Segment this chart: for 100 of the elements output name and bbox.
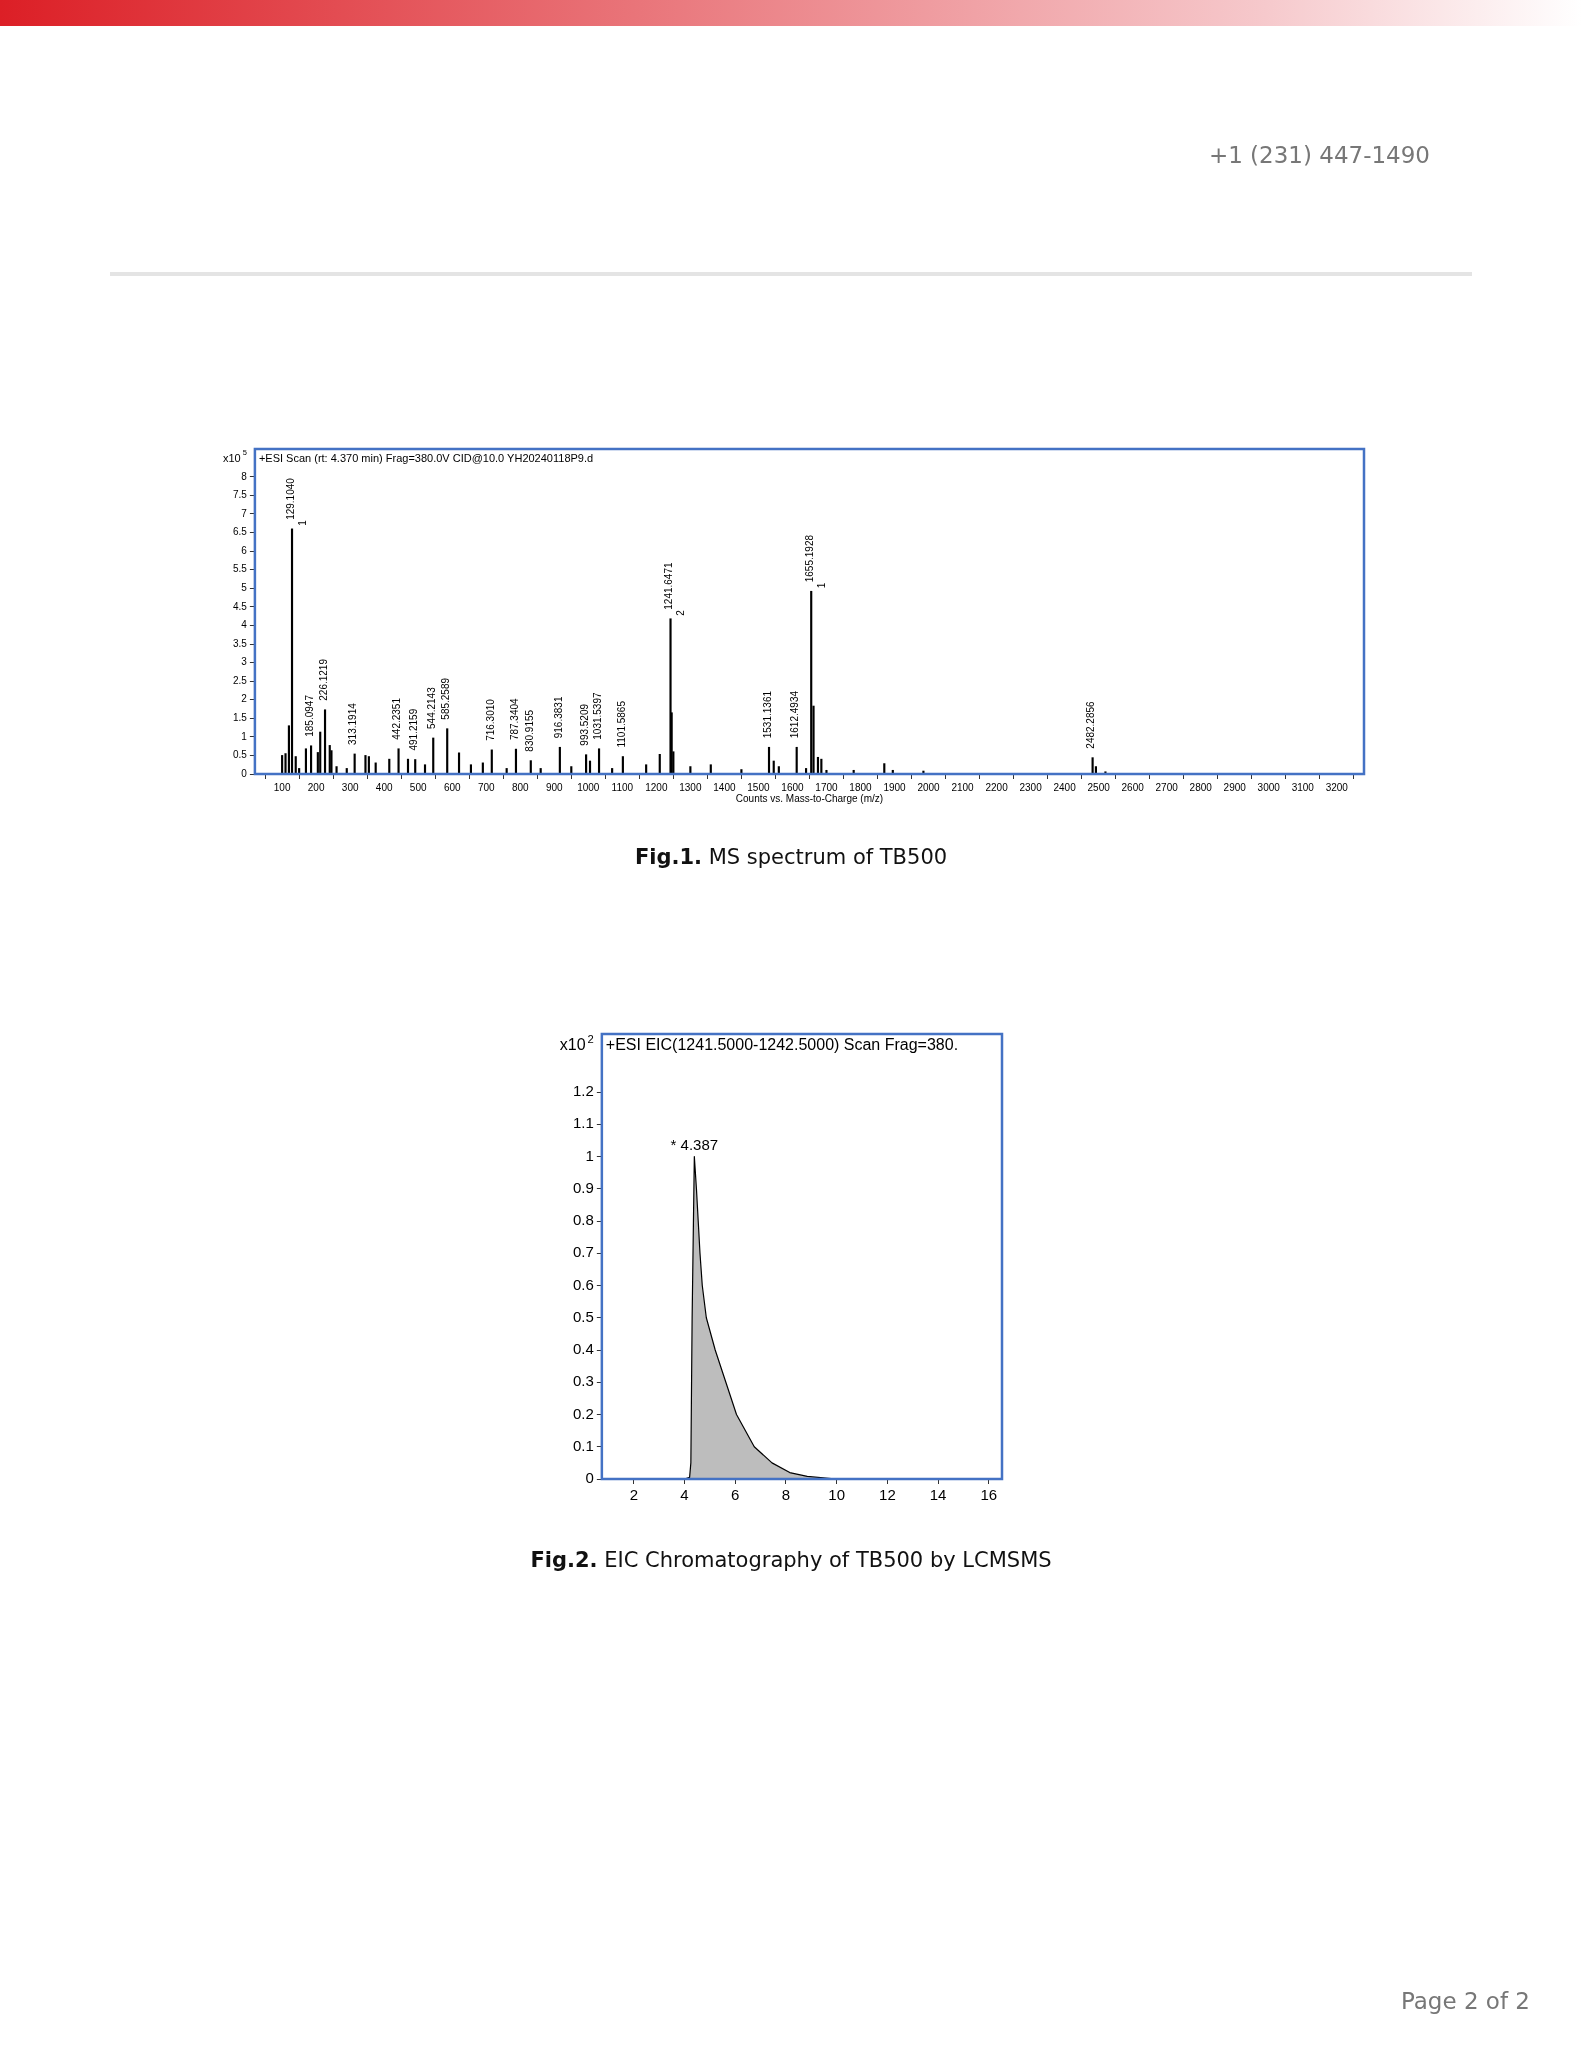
annotation: * 4.387 xyxy=(670,1136,719,1154)
x-tick-label: 2200 xyxy=(985,781,1009,793)
caption: Fig.2. EIC Chromatography of TB500 by LCMSMS xyxy=(529,1548,1053,1572)
x-tick-label: 600 xyxy=(443,781,461,793)
y-tick-label: 8 xyxy=(241,470,248,482)
annotation: 1241.6471 xyxy=(663,562,675,610)
y-tick-label: 1 xyxy=(585,1146,594,1164)
y-tick-label: 0.4 xyxy=(572,1340,594,1358)
x-tick-label: 900 xyxy=(545,781,564,793)
y-tick-label: 7 xyxy=(241,507,248,519)
x-tick-label: 800 xyxy=(511,781,530,793)
annotation: 226.1219 xyxy=(317,658,329,701)
x-tick-label: 1500 xyxy=(747,781,770,793)
x-tick-label: 1200 xyxy=(645,781,668,793)
x-tick-label: 1700 xyxy=(815,781,839,793)
bar xyxy=(1104,771,1107,774)
annotation: 1612.4934 xyxy=(789,690,801,739)
x-tick-label: 6 xyxy=(731,1486,740,1504)
x-tick-label: 2100 xyxy=(951,781,975,793)
bar xyxy=(825,769,828,774)
bar xyxy=(432,737,435,774)
bar xyxy=(335,766,338,774)
chart-title: +ESI Scan (rt: 4.370 min) Frag=380.0V CID@10.0 YH20240118P9.d xyxy=(258,451,594,464)
annotation: 1031.5397 xyxy=(591,692,603,740)
x-tick-label: 200 xyxy=(307,781,325,793)
annotation: 313.1914 xyxy=(347,702,359,745)
y-tick-label: 5.5 xyxy=(233,563,248,575)
x-tick-label: 2800 xyxy=(1189,781,1213,793)
caption: Fig.1. MS spectrum of TB500 xyxy=(633,845,949,869)
text: Page 2 of 2 xyxy=(1399,1988,1530,2014)
bar xyxy=(423,764,427,774)
x-tick-label: 14 xyxy=(929,1486,947,1504)
y-tick-label: 3 xyxy=(241,656,248,668)
bar xyxy=(281,755,284,774)
x-tick-label: 2 xyxy=(629,1486,638,1504)
x-tick-label: 2300 xyxy=(1019,781,1043,793)
y-tick-label: 0.1 xyxy=(572,1436,594,1454)
x-tick-label: 700 xyxy=(477,781,496,793)
y-tick-label: 0 xyxy=(585,1469,594,1487)
annotation: 1 xyxy=(296,519,308,526)
x-tick-label: 3100 xyxy=(1291,781,1315,793)
x-tick-label: 1300 xyxy=(679,781,702,793)
bar xyxy=(304,748,308,774)
bar xyxy=(597,748,601,774)
y-tick-label: 0.7 xyxy=(572,1243,594,1261)
y-tick-label: 7.5 xyxy=(233,489,248,501)
annotation: 1 xyxy=(815,582,827,589)
bar xyxy=(469,764,473,774)
bar xyxy=(645,764,648,774)
y-tick-label: 6 xyxy=(241,544,248,556)
bar xyxy=(397,748,400,774)
bar xyxy=(767,746,771,774)
annotation: 716.3010 xyxy=(484,698,496,741)
annotation: 1101.5865 xyxy=(615,700,627,748)
bar xyxy=(319,731,322,774)
x-tick-label: 4 xyxy=(680,1486,689,1504)
x-tick-label: 3200 xyxy=(1325,781,1349,793)
annotation: 185.0947 xyxy=(303,694,315,737)
y-tick-label: 5 xyxy=(241,582,248,594)
y-tick-label: 0.5 xyxy=(233,749,248,761)
x-tick-label: 10 xyxy=(828,1486,846,1504)
annotation: 2 xyxy=(675,609,687,616)
annotation: 491.2159 xyxy=(407,708,419,751)
y-tick-label: 0.9 xyxy=(572,1178,594,1196)
x-tick-label: 1100 xyxy=(611,781,634,793)
x-tick-label: 2400 xyxy=(1053,781,1077,793)
bar xyxy=(795,746,798,774)
bar xyxy=(290,528,294,774)
annotation: 1531.1361 xyxy=(761,690,773,739)
annotation: 1655.1928 xyxy=(803,534,815,583)
x-tick-label: 1000 xyxy=(577,781,600,793)
y-tick-label: 0.5 xyxy=(572,1307,594,1325)
y-tick-label: 6.5 xyxy=(233,526,248,538)
annotation: 830.9155 xyxy=(523,709,535,752)
x-tick-label: 1800 xyxy=(849,781,873,793)
y-tick-label: 1.5 xyxy=(233,712,248,724)
bar xyxy=(529,760,532,774)
y-tick-label: 0.2 xyxy=(572,1404,594,1422)
y-tick-label: 1.1 xyxy=(572,1114,594,1132)
annotation: 585.2589 xyxy=(439,677,451,720)
x-tick-label: 300 xyxy=(341,781,359,793)
annotation: 129.1040 xyxy=(284,477,296,520)
x-tick-label: 3000 xyxy=(1257,781,1281,793)
x-tick-label: 2500 xyxy=(1087,781,1111,793)
bar xyxy=(446,728,449,774)
x-tick-label: 2700 xyxy=(1155,781,1179,793)
y-tick-label: 1 xyxy=(241,730,248,742)
x-tick-label: 1900 xyxy=(883,781,907,793)
bar xyxy=(558,746,561,774)
y-tick-label: 0.6 xyxy=(572,1275,594,1293)
x-tick-label: 2000 xyxy=(917,781,941,793)
annotation: 993.5209 xyxy=(578,703,590,746)
x-tick-label: 2600 xyxy=(1121,781,1145,793)
x-tick-label: 1600 xyxy=(781,781,804,793)
x-tick-label: 2900 xyxy=(1223,781,1247,793)
annotation: 787.3404 xyxy=(508,697,520,741)
x-tick-label: 16 xyxy=(980,1486,998,1504)
bar xyxy=(309,745,313,774)
bar xyxy=(585,754,588,774)
bar xyxy=(709,764,712,774)
